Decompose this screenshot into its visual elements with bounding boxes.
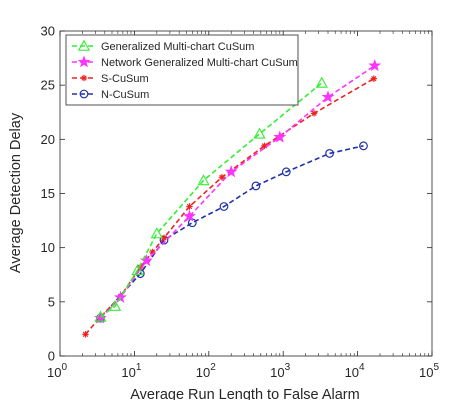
circle-marker-shape [359, 141, 368, 151]
legend-box [65, 34, 299, 106]
legend-marker [77, 55, 91, 68]
triangle-marker-shape [315, 76, 328, 88]
series-line [84, 77, 375, 335]
plot-area [82, 58, 382, 338]
legend-entry: S-CuSum [72, 73, 149, 85]
legend-entry: N-CuSum [72, 89, 149, 101]
data-point [273, 130, 287, 143]
data-point [183, 209, 196, 222]
asterisk-marker-stroke [311, 110, 317, 117]
circle-marker-shape [219, 202, 229, 211]
x-tick-label: 105 [419, 362, 439, 380]
circle-marker-shape [251, 181, 261, 191]
data-point [368, 58, 382, 72]
legend-label: Network Generalized Multi-chart CuSum [101, 57, 298, 69]
legend-label: Generalized Multi-chart CuSum [101, 41, 254, 53]
data-point [140, 253, 153, 267]
star-marker-shape [140, 253, 153, 267]
asterisk-marker-stroke [261, 143, 268, 149]
legend-label: S-CuSum [101, 73, 149, 85]
triangle-marker-shape [253, 127, 266, 139]
asterisk-marker-stroke [161, 235, 167, 241]
circle-marker-shape [281, 167, 291, 177]
triangle-marker-shape [94, 310, 107, 322]
legend-entry: Network Generalized Multi-chart CuSum [72, 55, 298, 69]
y-tick-label: 10 [41, 240, 55, 255]
y-tick-label: 30 [41, 24, 55, 39]
data-point [197, 174, 210, 186]
data-point [359, 141, 368, 151]
data-point [325, 149, 334, 158]
data-point [219, 202, 229, 211]
star-marker-shape [224, 165, 238, 178]
triangle-marker-shape [197, 174, 210, 186]
triangle-marker-shape [150, 227, 163, 239]
legend-entry: Generalized Multi-chart CuSum [72, 39, 254, 53]
asterisk-marker-stroke [149, 249, 156, 255]
data-point [186, 203, 193, 210]
legend: Generalized Multi-chart CuSum Network Gen… [65, 34, 299, 106]
series-generalized-multi-chart-cusum [94, 76, 328, 322]
asterisk-marker-stroke [82, 331, 89, 338]
y-axis-label: Average Detection Delay [8, 112, 24, 273]
legend-marker [79, 89, 89, 99]
axes: 100 101 102 103 104 105 0 5 10 15 20 25 30 [41, 24, 440, 381]
asterisk-marker-stroke [371, 75, 377, 82]
x-tick-label: 102 [196, 362, 216, 380]
star-marker-shape [183, 209, 196, 222]
triangle-marker-shape [108, 299, 122, 311]
y-tick-label: 15 [41, 186, 55, 201]
data-point [131, 264, 144, 276]
data-point [315, 76, 328, 88]
y-tick-label: 0 [48, 349, 55, 364]
y-tick-label: 20 [41, 132, 55, 147]
star-marker-shape [77, 55, 91, 68]
y-tick-label: 25 [41, 78, 55, 93]
data-point [160, 234, 168, 242]
circle-marker-shape [325, 149, 334, 158]
data-point [218, 174, 226, 181]
star-marker-shape [273, 130, 287, 143]
data-point [82, 331, 89, 338]
data-point [310, 110, 318, 117]
x-tick-label: 100 [47, 362, 67, 380]
data-point [281, 167, 291, 177]
data-point [94, 310, 107, 322]
data-point [150, 227, 163, 239]
data-point [370, 75, 377, 82]
star-marker-shape [368, 58, 382, 72]
data-point [251, 181, 261, 191]
series-s-cusum [82, 75, 377, 338]
circle-marker-shape [79, 89, 89, 99]
data-point [321, 90, 335, 103]
legend-marker [80, 74, 88, 82]
x-tick-label: 101 [121, 362, 141, 380]
legend-marker [77, 39, 91, 51]
asterisk-marker-stroke [81, 75, 87, 81]
data-point [253, 127, 266, 139]
x-tick-label: 104 [345, 362, 365, 380]
triangle-marker-shape [131, 264, 144, 276]
star-marker-shape [94, 311, 107, 324]
data-point [94, 311, 107, 324]
star-marker-shape [321, 90, 335, 103]
triangle-marker-shape [77, 39, 91, 51]
data-point [108, 299, 122, 311]
series-line [100, 82, 323, 318]
y-tick-label: 5 [48, 294, 55, 309]
x-tick-label: 103 [270, 362, 290, 380]
legend-label: N-CuSum [101, 89, 149, 101]
asterisk-marker-stroke [186, 203, 193, 210]
data-point [224, 165, 238, 178]
x-axis-label: Average Run Length to False Alarm [130, 387, 359, 400]
asterisk-marker-stroke [219, 174, 225, 180]
